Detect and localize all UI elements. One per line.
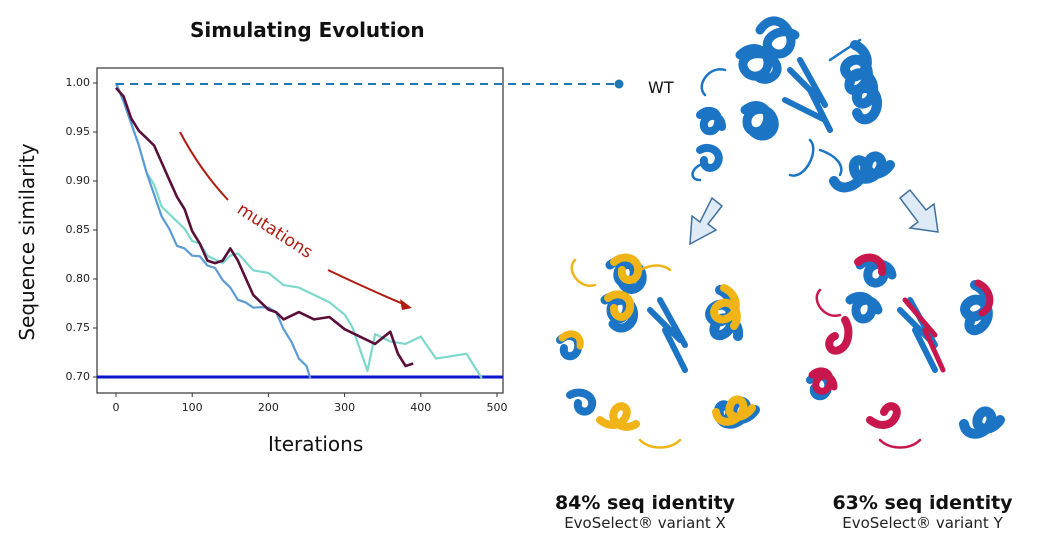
x-tick-label: 500 <box>486 401 508 414</box>
variant-y-identity: 63% seq identity <box>832 492 1013 514</box>
wt-reference-marker <box>614 79 624 89</box>
mutations-arrow-upper <box>179 131 229 201</box>
y-tick-label: 0.80 <box>65 272 91 285</box>
variant-x-caption: 84% seq identity EvoSelect® variant X <box>545 492 745 532</box>
y-tick-label: 0.75 <box>65 321 91 334</box>
series-line <box>114 82 312 379</box>
x-tick-label: 400 <box>410 401 432 414</box>
y-tick-label: 0.85 <box>65 223 91 236</box>
wt-label: WT <box>648 78 674 97</box>
y-tick-label: 0.70 <box>65 370 91 383</box>
x-tick-label: 300 <box>334 401 356 414</box>
series-layer <box>114 82 483 379</box>
x-axis-label: Iterations <box>268 432 364 456</box>
variant-x-structure-icon <box>556 253 760 449</box>
plot-frame <box>96 67 504 394</box>
y-axis-ticks <box>93 82 97 378</box>
y-tick-label: 1.00 <box>65 76 91 89</box>
y-tick-label: 0.95 <box>65 125 91 138</box>
x-tick-label: 0 <box>112 401 120 414</box>
arrow-to-variant-y-icon <box>898 188 939 233</box>
mutations-arrowhead-icon <box>400 299 412 310</box>
variant-x-name: EvoSelect® variant X <box>564 514 726 532</box>
chart-title: Simulating Evolution <box>190 18 425 42</box>
series-line <box>114 82 483 379</box>
mutations-arrow-lower <box>327 269 409 307</box>
variant-y-name: EvoSelect® variant Y <box>842 514 1003 532</box>
variant-y-structure-icon <box>806 253 1005 449</box>
x-axis-ticks <box>115 393 498 397</box>
mutations-label: mutations <box>233 199 316 263</box>
series-line <box>115 87 414 368</box>
y-tick-label: 0.90 <box>65 174 91 187</box>
variant-y-caption: 63% seq identity EvoSelect® variant Y <box>800 492 1043 532</box>
wt-protein-structure-icon <box>691 16 895 193</box>
arrow-to-variant-x-icon <box>689 196 724 246</box>
x-tick-label: 200 <box>257 401 279 414</box>
x-tick-label: 100 <box>181 401 203 414</box>
variant-x-identity: 84% seq identity <box>554 492 736 514</box>
y-axis-label: Sequence similarity <box>15 143 39 341</box>
